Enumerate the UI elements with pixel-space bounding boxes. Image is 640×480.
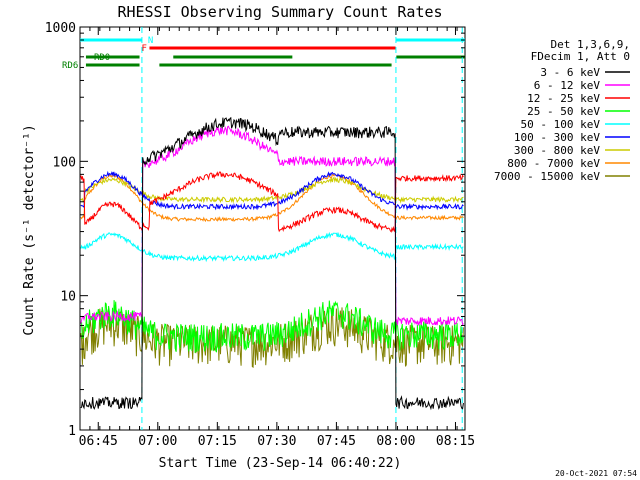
footer-date: 20-Oct-2021 07:54 bbox=[555, 469, 637, 478]
legend-header-line: Det 1,3,6,9, bbox=[551, 38, 630, 51]
legend-entry-label: 7000 - 15000 keV bbox=[494, 170, 600, 183]
series-line bbox=[80, 300, 464, 353]
x-tick-label: 08:15 bbox=[436, 434, 475, 449]
legend-entry-label: 6 - 12 keV bbox=[534, 79, 601, 92]
plot-area-border bbox=[79, 26, 466, 431]
state-bar-label: N bbox=[148, 36, 153, 46]
y-tick-label: 100 bbox=[53, 155, 76, 170]
state-bar-label: RD6 bbox=[62, 61, 78, 71]
x-tick-label: 07:45 bbox=[317, 434, 356, 449]
x-axis-label: Start Time (23-Sep-14 06:40:22) bbox=[159, 456, 402, 471]
series-line bbox=[80, 231, 464, 263]
x-tick-label: 07:30 bbox=[257, 434, 296, 449]
plot-frame bbox=[79, 26, 466, 431]
y-tick-label: 1 bbox=[68, 424, 76, 439]
series-line bbox=[80, 116, 464, 411]
x-tick-label: 08:00 bbox=[376, 434, 415, 449]
legend-entry-label: 100 - 300 keV bbox=[514, 131, 600, 144]
y-tick-label: 1000 bbox=[45, 21, 76, 36]
x-tick-label: 06:45 bbox=[79, 434, 118, 449]
legend-entry-label: 12 - 25 keV bbox=[527, 92, 600, 105]
legend-entry-label: 300 - 800 keV bbox=[514, 144, 600, 157]
series-line bbox=[80, 171, 464, 233]
legend-entry-label: 25 - 50 keV bbox=[527, 105, 600, 118]
data-series bbox=[80, 116, 464, 411]
legend-entry-label: 50 - 100 keV bbox=[521, 118, 601, 131]
y-tick-label: 10 bbox=[60, 290, 76, 305]
chart-title: RHESSI Observing Summary Count Rates bbox=[117, 3, 442, 21]
legend-header-line: FDecim 1, Att 0 bbox=[531, 50, 630, 63]
series-line bbox=[80, 307, 464, 368]
x-tick-label: 07:00 bbox=[138, 434, 177, 449]
state-bars: NF RD0 RD6 bbox=[62, 36, 465, 71]
legend-entry-label: 3 - 6 keV bbox=[540, 66, 600, 79]
state-bar-label: F bbox=[141, 44, 146, 54]
legend-entry-label: 800 - 7000 keV bbox=[507, 157, 600, 170]
axes: 06:45 07:00 07:15 07:30 07:45 08:00 08:15 1 10 10… bbox=[45, 21, 475, 449]
x-tick-label: 07:15 bbox=[198, 434, 237, 449]
y-axis-label: Count Rate (s⁻¹ detector⁻¹) bbox=[22, 124, 37, 335]
series-line bbox=[80, 173, 464, 223]
state-bar-label: RD0 bbox=[94, 53, 110, 63]
series-line bbox=[80, 170, 464, 211]
